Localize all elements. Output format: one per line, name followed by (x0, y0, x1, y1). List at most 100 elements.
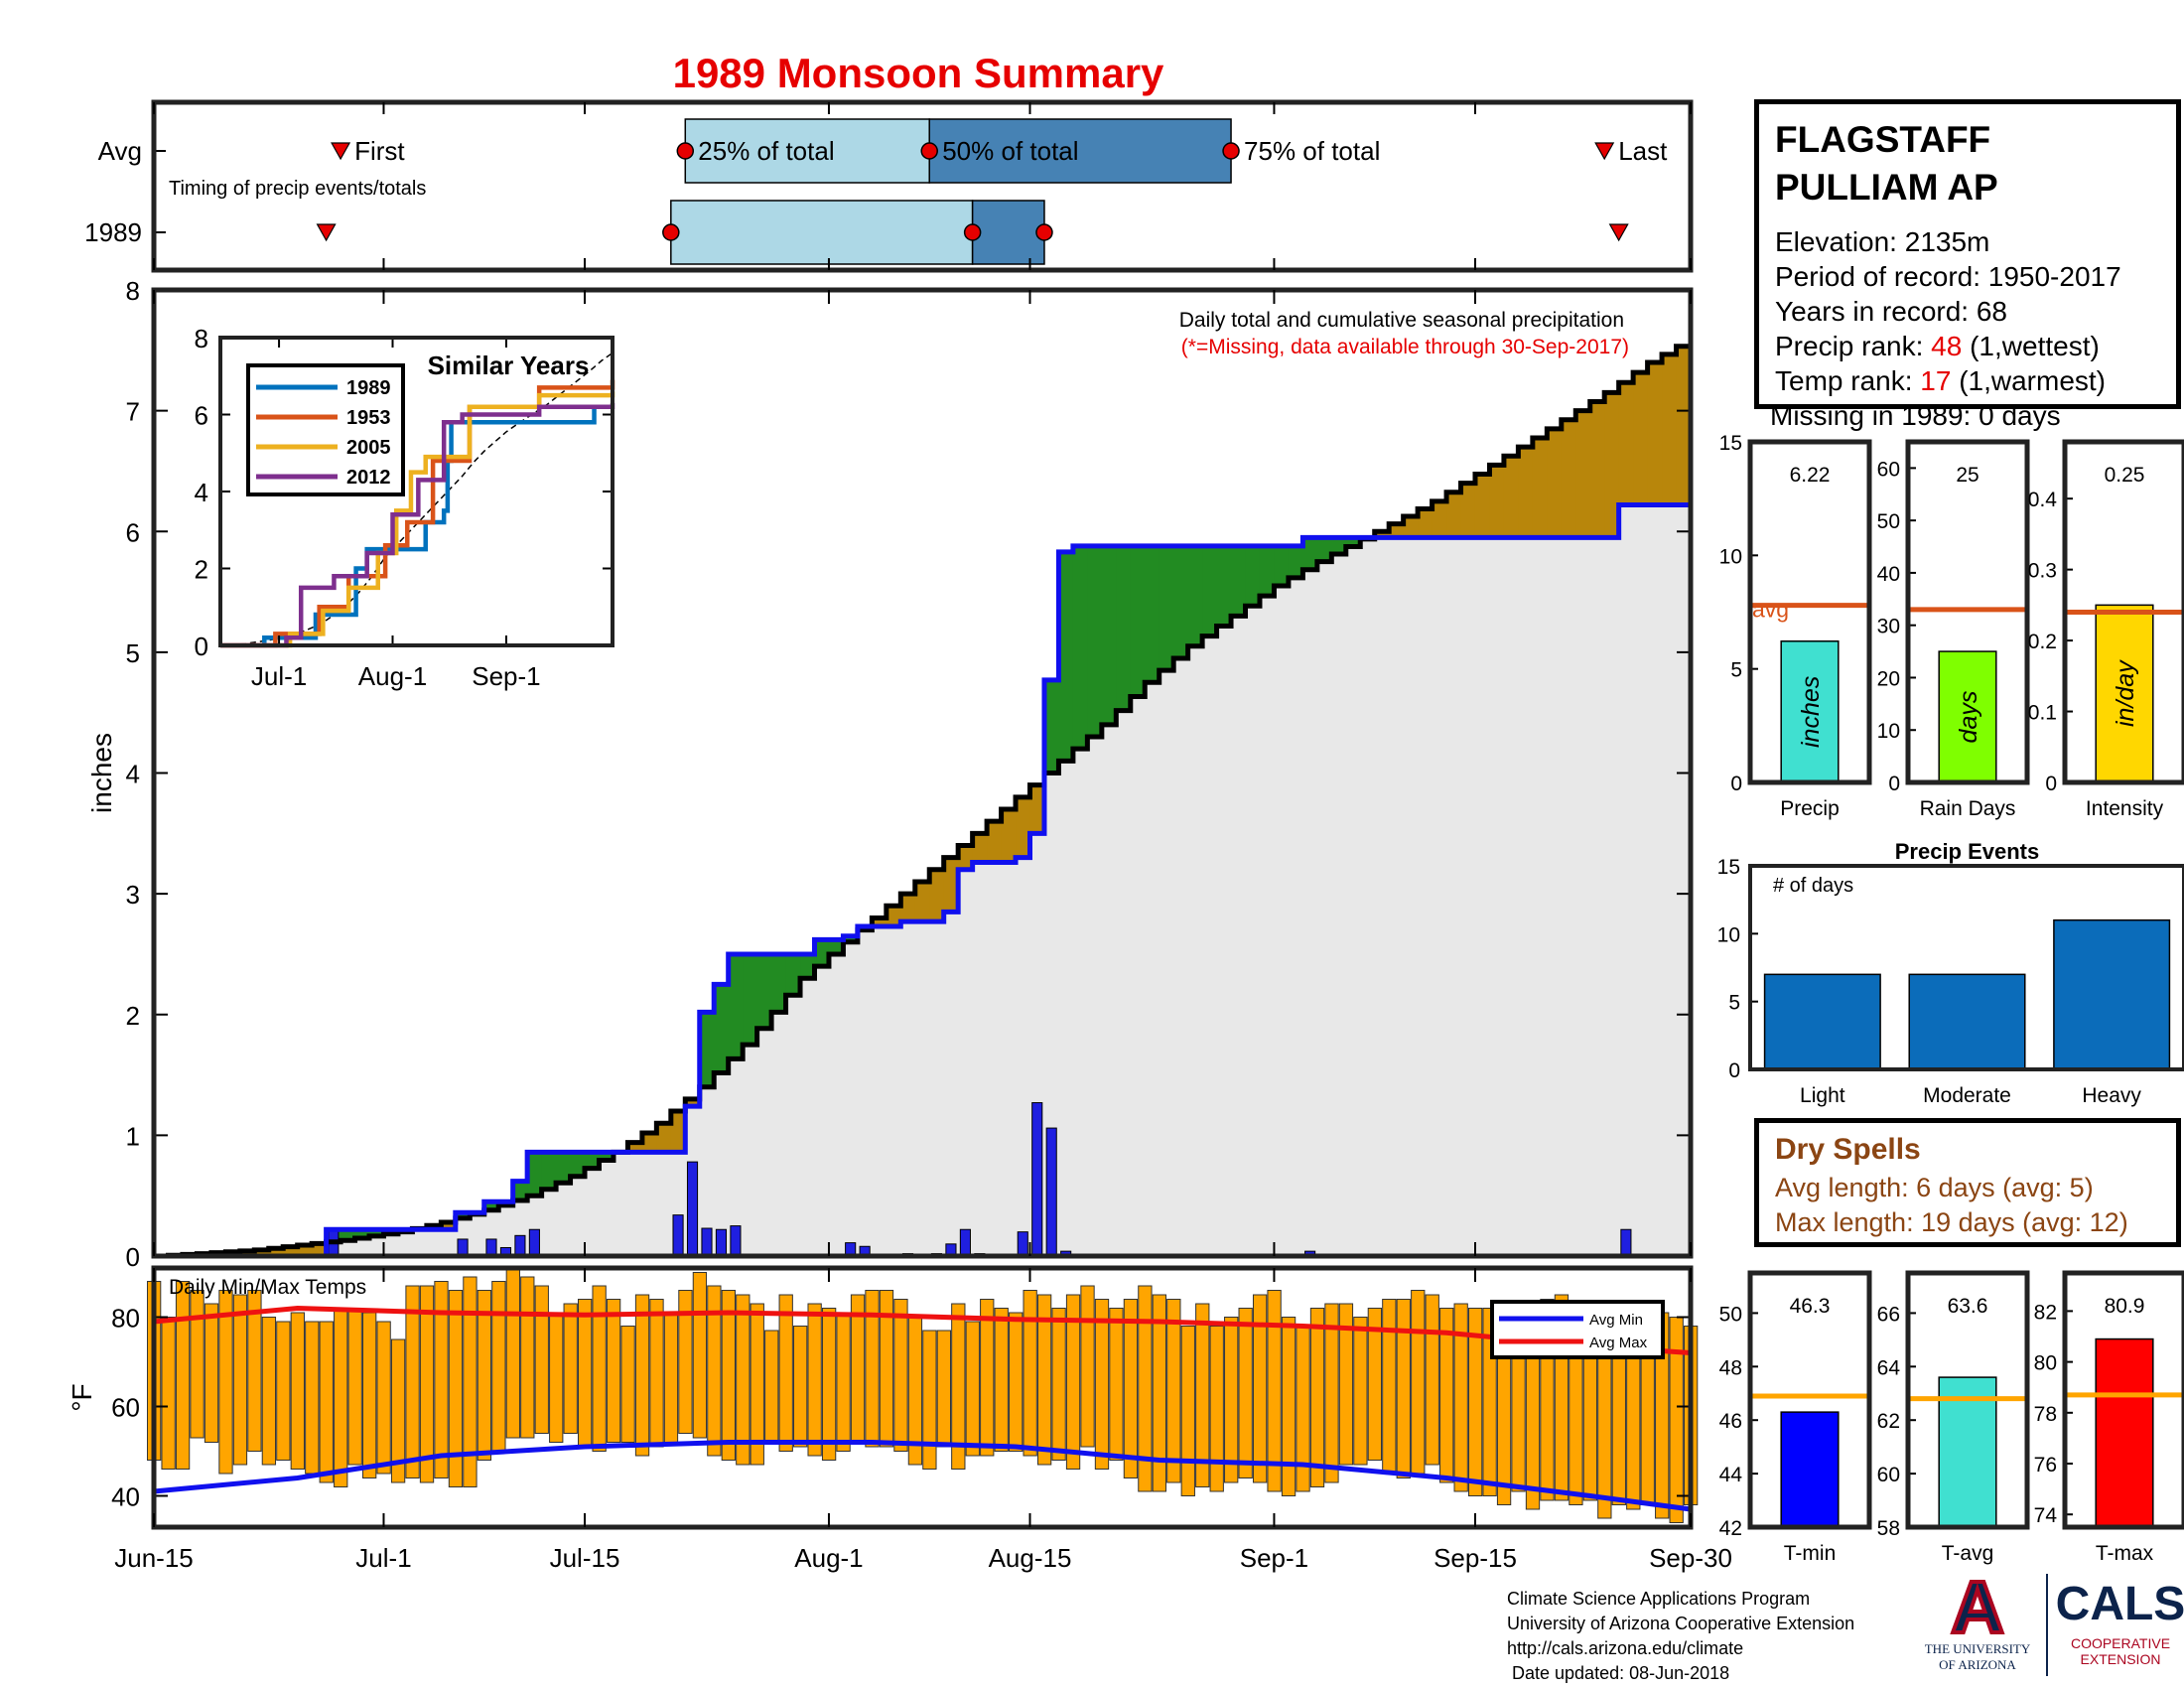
surplus-area (1245, 545, 1261, 607)
ua-logo-mark: A (1951, 1566, 2003, 1648)
precip-rank-note: (1,wettest) (1962, 331, 2100, 361)
cumulative-common-area (1130, 696, 1146, 1256)
surplus-area (354, 1229, 370, 1239)
temp-range-bar (836, 1312, 851, 1452)
temp-range-bar (1166, 1299, 1181, 1483)
temp-range-bar (1138, 1285, 1153, 1492)
totals-intensity-ytick-label: 0.3 (2028, 560, 2057, 583)
surplus-area (1345, 537, 1361, 547)
timing-avg-box-25-50 (684, 118, 930, 184)
cumulative-common-area (843, 941, 859, 1256)
surplus-area (785, 953, 801, 996)
temp-range-bar (563, 1303, 578, 1434)
daily-precip-bar (1045, 1127, 1057, 1257)
cumulative-common-area (1058, 761, 1074, 1256)
temp-range-bar (750, 1303, 764, 1466)
daily-precip-bar (485, 1238, 497, 1257)
deficit-area (239, 1250, 255, 1256)
daily-precip-bar (686, 1161, 699, 1257)
daily-precip-bar (715, 1228, 728, 1257)
deficit-area (685, 1098, 701, 1107)
date-xtick-label-Sep-30: Sep-30 (1649, 1543, 1732, 1573)
ua-logo-line1: THE UNIVERSITY (1925, 1641, 2031, 1656)
inset-frame (218, 336, 614, 647)
temp-range-bar (463, 1276, 478, 1487)
temp-range-bar (1367, 1308, 1383, 1461)
timing-1989-box-50-75 (971, 200, 1045, 265)
cumulative-common-area (1216, 626, 1232, 1256)
daily-precip-bar (1017, 1231, 1028, 1257)
timing-label-first: First (354, 136, 405, 166)
timing-1989-marker-p50 (963, 223, 982, 241)
deficit-area (1676, 346, 1692, 505)
totals-precip-ytick-label: 15 (1719, 432, 1742, 455)
deficit-area (627, 1142, 643, 1153)
surplus-area (1202, 545, 1218, 636)
cumulative-common-area (541, 1189, 557, 1256)
temp-range-bar (821, 1308, 837, 1461)
totals-tmin-ytick-label: 42 (1719, 1517, 1742, 1540)
cals-logo-line2: EXTENSION (2081, 1651, 2161, 1667)
totals-tavg-ytick-label: 58 (1877, 1517, 1900, 1540)
events-ylabel: # of days (1773, 875, 1853, 897)
inset-xtick-label: Sep-1 (472, 661, 540, 691)
surplus-area (771, 953, 787, 1013)
totals-tmax-ytick-label: 74 (2034, 1504, 2058, 1527)
cumulative-common-area (987, 862, 1003, 1256)
main-ytick-label: 4 (126, 760, 140, 789)
surplus-area (599, 1152, 614, 1161)
cumulative-common-area (1589, 537, 1605, 1256)
chart-title: 1989 Monsoon Summary (673, 50, 1164, 96)
deficit-area (1589, 401, 1605, 538)
inset-ytick-label: 6 (195, 401, 208, 431)
deficit-area (943, 857, 959, 913)
timing-label-p50: 50% of total (942, 136, 1078, 166)
deficit-area (1489, 465, 1505, 538)
daily-precip-bar (514, 1234, 526, 1257)
totals-precip-bar (1780, 640, 1840, 783)
cumulative-common-area (743, 1045, 758, 1256)
temp-range-bar (434, 1281, 449, 1478)
cumulative-common-area (1331, 554, 1347, 1256)
main-ytick-label: 2 (126, 1001, 140, 1031)
events-category-label-heavy: Heavy (2082, 1084, 2141, 1107)
cumulative-common-area (914, 921, 930, 1256)
temp-rank-value: 17 (1920, 365, 1952, 396)
totals-tmax-xlabel: T-max (2096, 1542, 2154, 1565)
totals-tmax-ytick-label: 82 (2034, 1301, 2057, 1324)
cumulative-panel-frame (151, 287, 1694, 1259)
events-frame (1748, 864, 2184, 1071)
cumulative-common-area (570, 1176, 586, 1256)
temp-range-bar (190, 1290, 205, 1439)
temp-range-bar (419, 1285, 435, 1483)
cumulative-common-area (656, 1152, 672, 1256)
temp-range-bar (261, 1317, 277, 1466)
temp-range-bar (247, 1290, 262, 1452)
temp-range-bar (1582, 1338, 1598, 1501)
timing-1989-triangle-first (316, 223, 337, 242)
temp-range-bar (1626, 1356, 1641, 1510)
temps-legend-label-min: Avg Min (1589, 1312, 1643, 1329)
totals-precip-ytick-label: 5 (1730, 659, 1742, 682)
temp-range-bar (1023, 1290, 1037, 1457)
temp-range-bar (1209, 1326, 1224, 1492)
temp-range-bar (290, 1312, 305, 1470)
deficit-area (1001, 808, 1017, 863)
dry-spells-box: Dry Spells Avg length: 6 days (avg: 5) M… (1754, 1118, 2181, 1247)
deficit-area (1647, 361, 1663, 505)
cumulative-common-area (929, 921, 945, 1256)
temp-range-bar (276, 1321, 291, 1461)
precip-rank-label: Precip rank: (1775, 331, 1932, 361)
totals-raindays-bar-label: days (1955, 691, 1982, 744)
totals-tmin-chart: 42 44 46 48 50 46.3 T-min (1719, 1270, 1872, 1565)
cumulative-common-area (1374, 537, 1390, 1256)
totals-precip-ytick-label: 0 (1730, 773, 1742, 795)
temp-range-bar (1267, 1290, 1282, 1492)
dry-spells-max-length: Max length: 19 days (avg: 12) (1775, 1207, 2128, 1237)
surplus-area (728, 953, 744, 1059)
totals-intensity-bar-label: in/day (2112, 659, 2139, 727)
surplus-area (1159, 545, 1174, 671)
temp-range-bar (361, 1312, 377, 1478)
date-xtick-label-Jun-15: Jun-15 (114, 1543, 194, 1573)
